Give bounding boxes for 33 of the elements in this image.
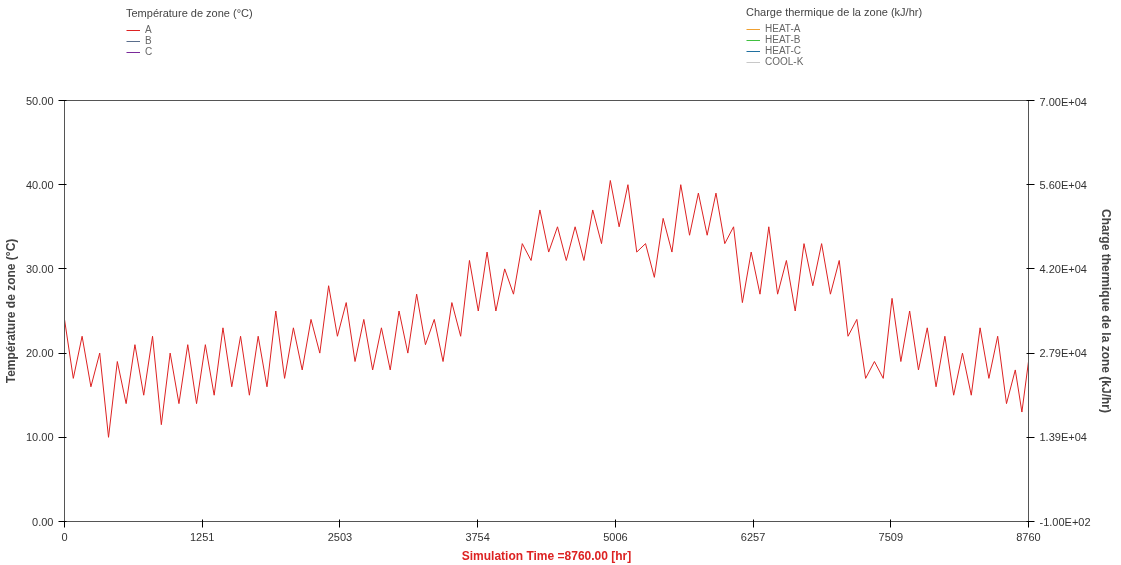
- y-tick-label: 50.00: [25, 94, 54, 107]
- x-tick-label: 0: [61, 530, 68, 543]
- y-tick-label: 0.00: [32, 515, 54, 528]
- y2-tick-label: 4.20E+04: [1039, 262, 1087, 275]
- line-series: [64, 179, 1029, 438]
- legend-title: Température de zone (°C): [126, 7, 253, 19]
- legend-label: HEAT-C: [765, 45, 801, 56]
- x-tick-label: 8760: [1016, 530, 1041, 543]
- y-tick-label: 10.00: [25, 431, 54, 444]
- legend-label: C: [145, 46, 154, 57]
- legend-label: B: [145, 35, 153, 46]
- text: Charge thermique de la zone (kJ/hr): [746, 6, 923, 18]
- y2-axis-title: Charge thermique de la zone (kJ/hr): [1098, 208, 1113, 414]
- y2-tick-label: 1.39E+04: [1039, 431, 1087, 444]
- y-axis-title: Température de zone (°C): [3, 238, 18, 384]
- y2-tick-label: -1.00E+02: [1039, 515, 1091, 528]
- x-tick-label: 5006: [603, 530, 628, 543]
- x-tick-label: 7509: [878, 530, 904, 543]
- legend-label: HEAT-B: [765, 34, 801, 45]
- legend-label: A: [145, 24, 153, 35]
- y2-tick-label: 2.79E+04: [1039, 347, 1087, 360]
- y2-tick-label: 7.00E+04: [1039, 95, 1087, 108]
- x-tick-label: 2503: [327, 530, 353, 543]
- legend-label: HEAT-A: [765, 23, 801, 34]
- legend-label: COOL-K: [765, 56, 804, 67]
- y-tick-label: 40.00: [25, 178, 54, 191]
- x-tick-label: 6257: [740, 530, 766, 543]
- y-tick-label: 20.00: [25, 347, 54, 360]
- x-axis-title: Simulation Time =8760.00 [hr]: [461, 548, 632, 563]
- y2-tick-label: 5.60E+04: [1039, 178, 1087, 191]
- x-tick-label: 3754: [465, 530, 490, 543]
- y-tick-label: 30.00: [25, 262, 54, 275]
- x-tick-label: 1251: [189, 530, 215, 543]
